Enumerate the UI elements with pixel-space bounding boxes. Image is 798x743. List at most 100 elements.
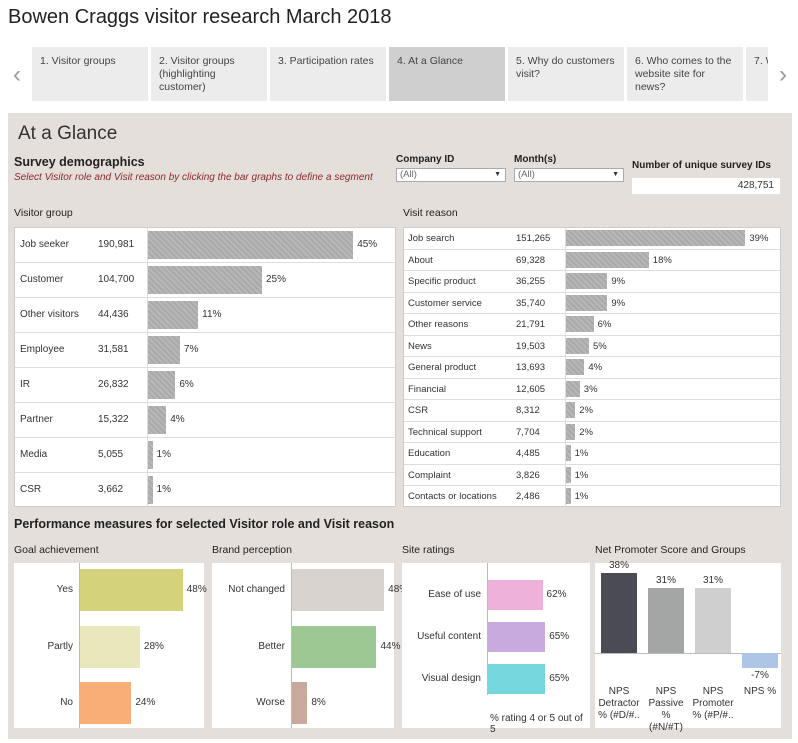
visit-reason-label: Specific product bbox=[408, 276, 476, 287]
visit-reason-row[interactable]: Contacts or locations 2,486 1% bbox=[404, 486, 780, 508]
visit-reason-bar[interactable] bbox=[566, 423, 576, 440]
tab-who-comes-for-news[interactable]: 6. Who comes to the website site for new… bbox=[627, 47, 743, 101]
tab-visitor-groups-highlighting[interactable]: 2. Visitor groups (highlighting customer… bbox=[151, 47, 267, 101]
visitor-group-bar[interactable] bbox=[148, 406, 167, 434]
visit-reason-count: 35,740 bbox=[516, 297, 546, 309]
bar-category-label: Partly bbox=[47, 640, 73, 652]
row-divider bbox=[565, 314, 566, 336]
visitor-group-bar[interactable] bbox=[148, 266, 262, 294]
visit-reason-label: Other reasons bbox=[408, 319, 469, 330]
site-ratings-chart: Ease of use 62% Useful content 65% Visual de… bbox=[402, 563, 590, 735]
axis-line bbox=[487, 563, 488, 695]
visit-reason-row[interactable]: About 69,328 18% bbox=[404, 249, 780, 271]
nps-bar bbox=[648, 587, 684, 653]
visit-reason-label: CSR bbox=[408, 405, 429, 416]
visitor-group-bar[interactable] bbox=[148, 441, 153, 469]
visitor-group-row[interactable]: Job seeker 190,981 45% bbox=[15, 228, 395, 263]
nps-value-label: -7% bbox=[751, 669, 769, 681]
visit-reason-label: News bbox=[408, 340, 432, 352]
visit-reason-row[interactable]: Job search 151,265 39% bbox=[404, 228, 780, 250]
tab-role[interactable]: 7. W role bbox=[746, 47, 768, 101]
visitor-group-count: 31,581 bbox=[98, 344, 129, 355]
bar-category-label: Visual design bbox=[421, 673, 481, 684]
next-tab-arrow-icon[interactable]: › bbox=[779, 61, 787, 88]
tab-participation-rates[interactable]: 3. Participation rates bbox=[270, 47, 386, 101]
visit-reason-count: 36,255 bbox=[516, 276, 546, 287]
visit-reason-row[interactable]: News 19,503 5% bbox=[404, 335, 780, 357]
visit-reason-label: Financial bbox=[408, 383, 447, 395]
nps-value-label: 31% bbox=[655, 574, 676, 586]
category-bar bbox=[292, 569, 385, 611]
visitor-group-label: IR bbox=[20, 379, 30, 390]
company-id-select[interactable]: (All) ▼ bbox=[396, 168, 506, 182]
visitor-group-count: 3,662 bbox=[98, 484, 124, 495]
axis-line bbox=[291, 563, 292, 728]
visit-reason-row[interactable]: Financial 12,605 3% bbox=[404, 378, 780, 400]
visit-reason-count: 19,503 bbox=[516, 340, 546, 352]
visitor-group-pct: 45% bbox=[357, 239, 378, 250]
tab-why-customers-visit[interactable]: 5. Why do customers visit? bbox=[508, 47, 624, 101]
visit-reason-bar[interactable] bbox=[566, 402, 576, 418]
visit-reason-bar[interactable] bbox=[566, 466, 571, 483]
visit-reason-row[interactable]: Education 4,485 1% bbox=[404, 443, 780, 465]
visit-reason-row[interactable]: Customer service 35,740 9% bbox=[404, 292, 780, 314]
visit-reason-row[interactable]: General product 13,693 4% bbox=[404, 357, 780, 379]
visit-reason-bar[interactable] bbox=[566, 230, 746, 246]
tab-at-a-glance[interactable]: 4. At a Glance bbox=[389, 47, 505, 101]
visitor-group-row[interactable]: Other visitors 44,436 11% bbox=[15, 298, 395, 333]
bar-value-label: 65% bbox=[549, 673, 570, 684]
visit-reason-count: 8,312 bbox=[516, 405, 540, 416]
visitor-group-count: 5,055 bbox=[98, 449, 124, 460]
visit-reason-pct: 9% bbox=[611, 276, 626, 287]
visitor-group-row[interactable]: Partner 15,322 4% bbox=[15, 403, 395, 438]
visit-reason-count: 4,485 bbox=[516, 448, 540, 459]
visitor-group-bar[interactable] bbox=[148, 336, 180, 364]
visit-reason-bar[interactable] bbox=[566, 380, 580, 397]
category-bar bbox=[488, 622, 546, 652]
visitor-group-bar[interactable] bbox=[148, 476, 153, 504]
visitor-group-bar[interactable] bbox=[148, 371, 176, 399]
visit-reason-row[interactable]: CSR 8,312 2% bbox=[404, 400, 780, 422]
visit-reason-row[interactable]: Complaint 3,826 1% bbox=[404, 464, 780, 486]
visit-reason-row[interactable]: Technical support 7,704 2% bbox=[404, 421, 780, 443]
visitor-group-label: Partner bbox=[20, 414, 53, 425]
row-divider bbox=[147, 263, 148, 298]
visit-reason-bar[interactable] bbox=[566, 445, 571, 461]
tab-visitor-groups[interactable]: 1. Visitor groups bbox=[32, 47, 148, 101]
visit-reason-bar[interactable] bbox=[566, 316, 594, 332]
visitor-group-label: Customer bbox=[20, 274, 64, 285]
visit-reason-pct: 1% bbox=[574, 469, 589, 481]
month-select[interactable]: (All) ▼ bbox=[514, 168, 624, 182]
visit-reason-count: 3,826 bbox=[516, 469, 540, 481]
visitor-group-row[interactable]: Employee 31,581 7% bbox=[15, 333, 395, 368]
site-ratings-title: Site ratings bbox=[402, 544, 455, 556]
visit-reason-row[interactable]: Specific product 36,255 9% bbox=[404, 271, 780, 293]
visitor-group-row[interactable]: Customer 104,700 25% bbox=[15, 263, 395, 298]
visitor-group-bar[interactable] bbox=[148, 301, 199, 329]
visitor-group-pct: 7% bbox=[183, 344, 199, 355]
visitor-group-label: Employee bbox=[20, 344, 65, 355]
visit-reason-bar[interactable] bbox=[566, 359, 585, 375]
visitor-group-label: Media bbox=[20, 449, 48, 460]
previous-tab-arrow-icon[interactable]: ‹ bbox=[13, 61, 21, 88]
visitor-group-row[interactable]: Media 5,055 1% bbox=[15, 438, 395, 473]
visitor-group-bar[interactable] bbox=[148, 231, 354, 259]
visit-reason-bar[interactable] bbox=[566, 337, 589, 354]
visit-reason-count: 7,704 bbox=[516, 426, 540, 438]
visit-reason-row[interactable]: Other reasons 21,791 6% bbox=[404, 314, 780, 336]
row-divider bbox=[147, 368, 148, 403]
performance-title: Performance measures for selected Visito… bbox=[14, 517, 395, 531]
visitor-group-pct: 11% bbox=[202, 309, 222, 320]
visit-reason-bar[interactable] bbox=[566, 488, 571, 504]
visit-reason-bar[interactable] bbox=[566, 273, 608, 289]
bar-value-label: 65% bbox=[549, 631, 570, 642]
goal-achievement-chart: Yes 48% Partly 28% No 24% bbox=[14, 563, 207, 728]
unique-ids-value: 428,751 bbox=[632, 178, 780, 194]
visit-reason-bar[interactable] bbox=[566, 251, 649, 268]
visitor-group-row[interactable]: CSR 3,662 1% bbox=[15, 473, 395, 508]
row-divider bbox=[147, 438, 148, 473]
visitor-group-row[interactable]: IR 26,832 6% bbox=[15, 368, 395, 403]
visit-reason-bar[interactable] bbox=[566, 294, 608, 311]
company-id-value: (All) bbox=[400, 169, 417, 180]
nps-category-label: NPS Passive % (#N/#T) bbox=[648, 686, 684, 733]
